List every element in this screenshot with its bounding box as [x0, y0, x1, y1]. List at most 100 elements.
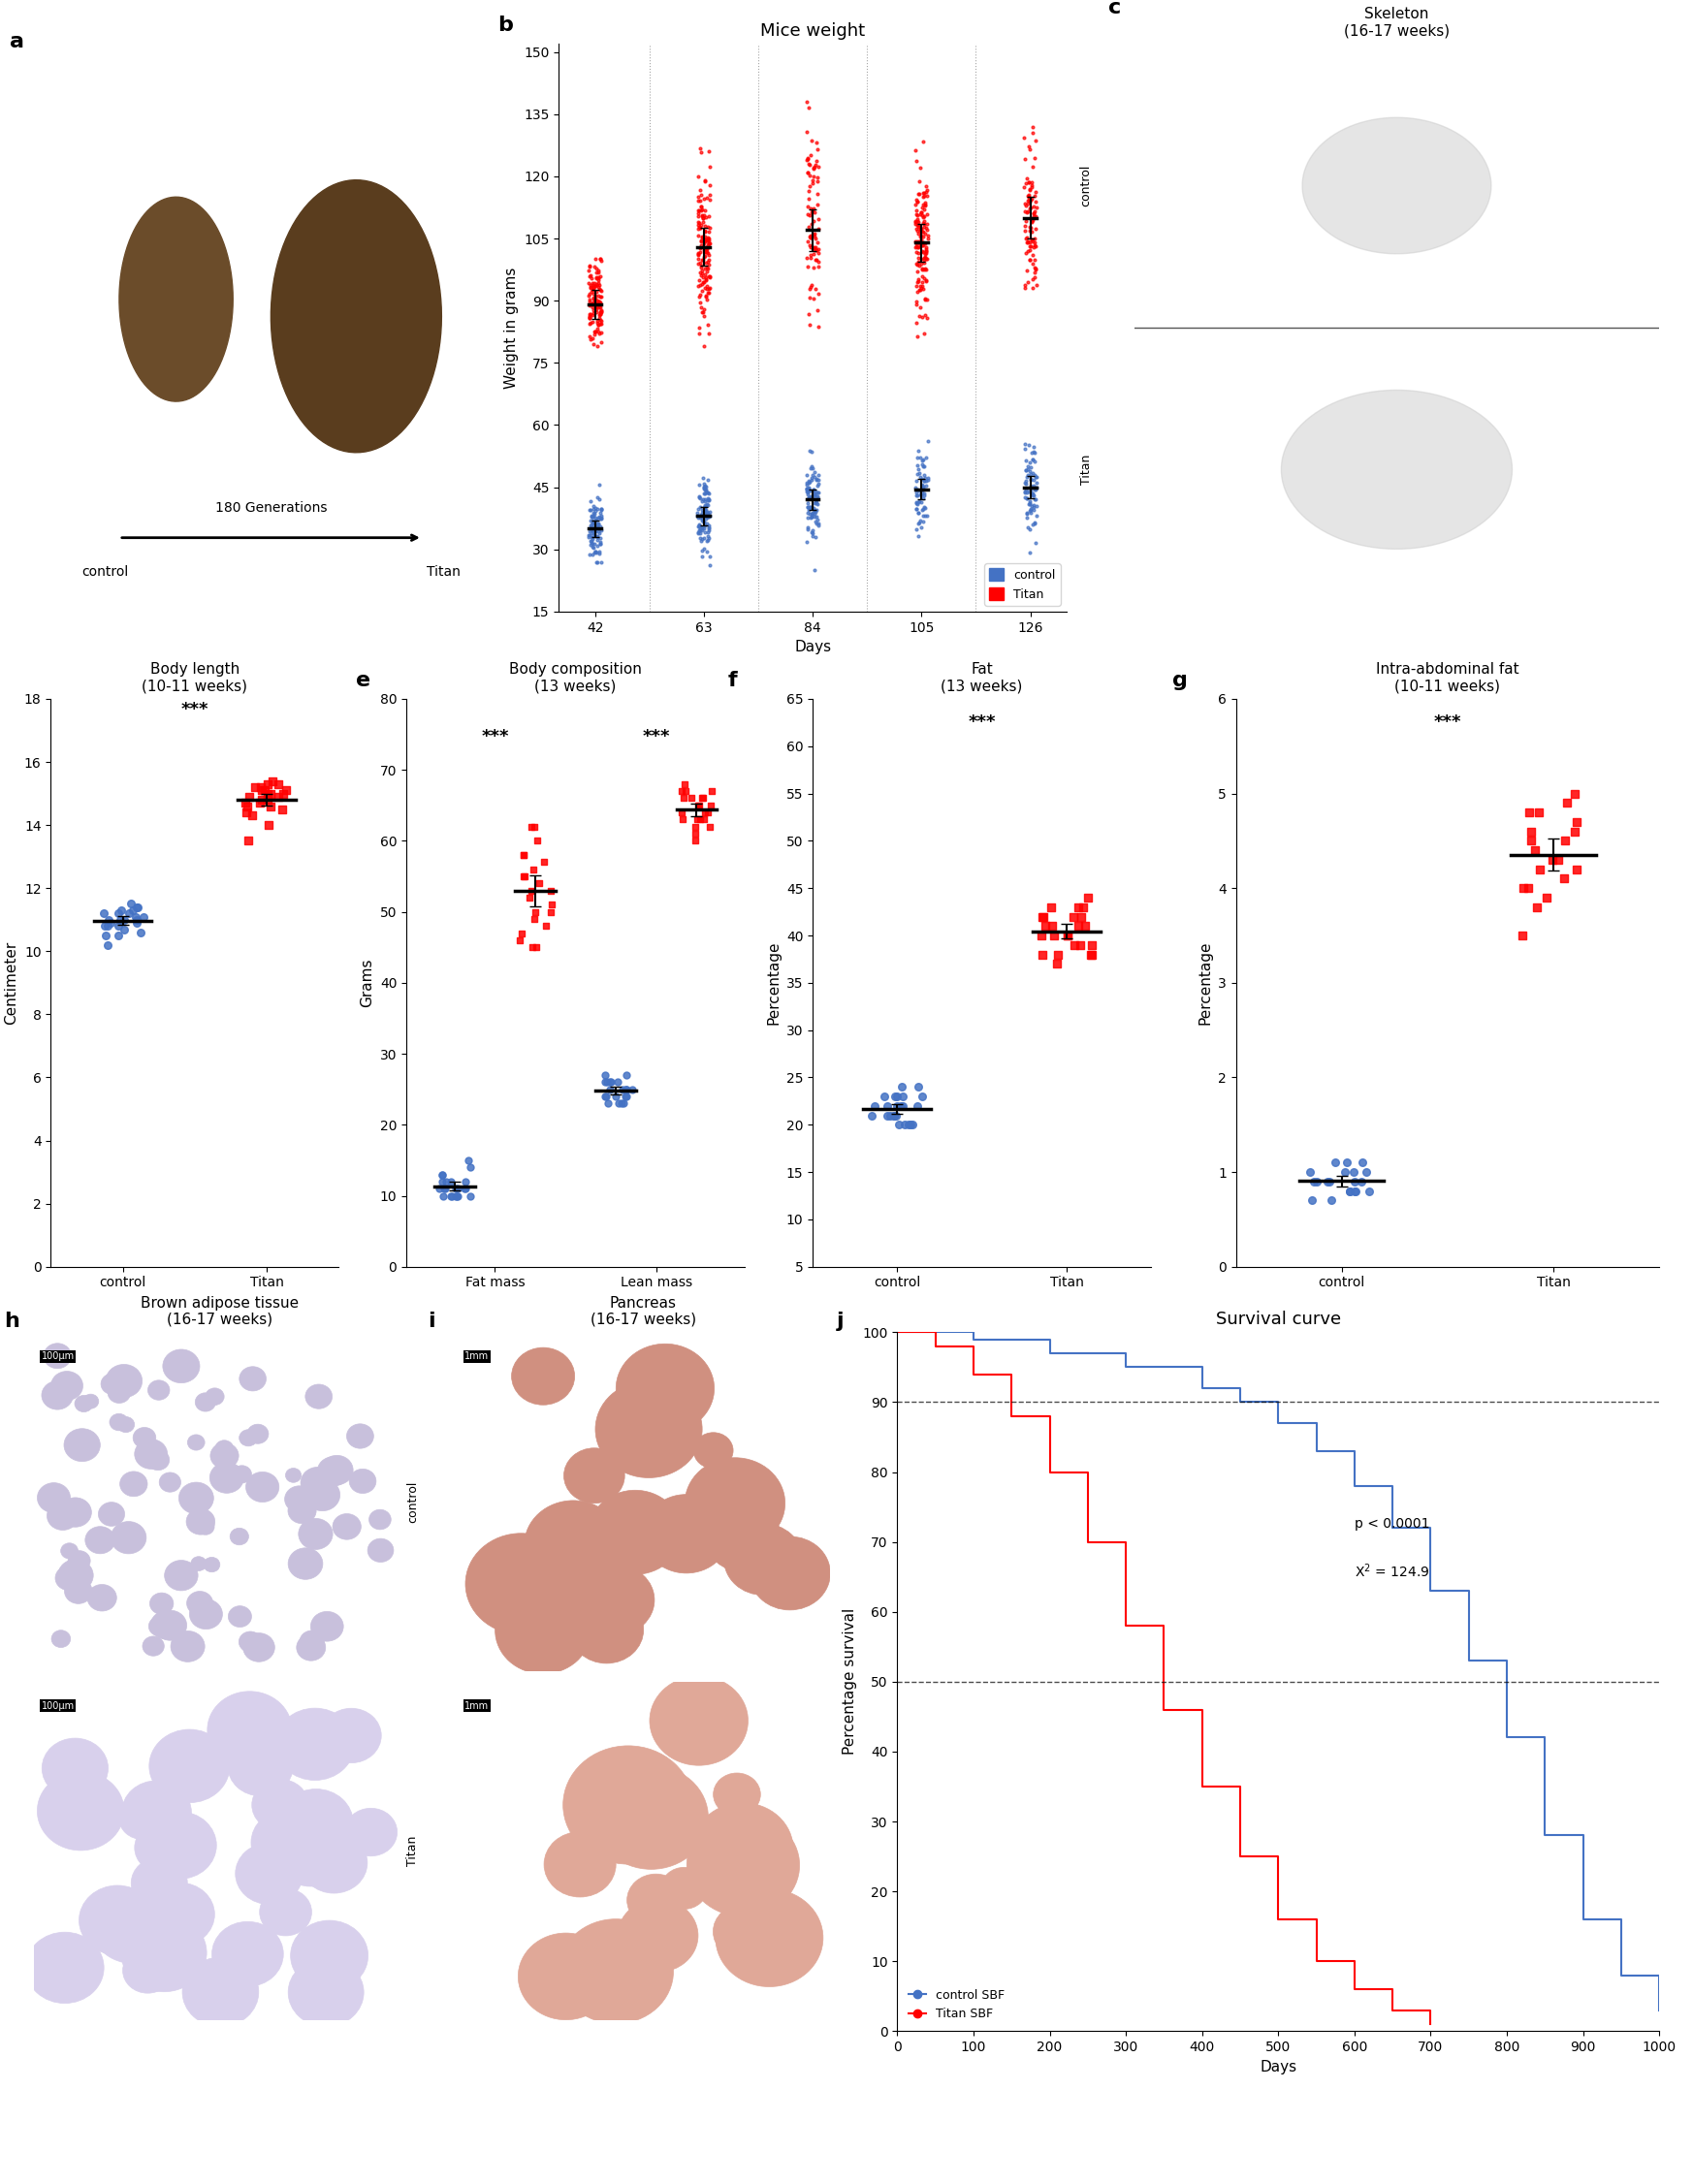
- Circle shape: [317, 1457, 350, 1485]
- Point: [518, 874, 545, 909]
- Point: [797, 266, 824, 301]
- Point: [797, 218, 824, 253]
- Y-axis label: Grams: Grams: [361, 959, 374, 1007]
- Point: [689, 496, 716, 531]
- Point: [909, 448, 936, 483]
- Point: [911, 218, 938, 253]
- Point: [913, 210, 940, 245]
- Point: [428, 1158, 455, 1192]
- Circle shape: [110, 1413, 129, 1431]
- Point: [909, 472, 936, 507]
- Point: [586, 297, 613, 332]
- Point: [907, 247, 935, 282]
- Point: [1011, 207, 1038, 242]
- Text: Titan: Titan: [406, 1837, 418, 1865]
- Text: p < 0.0001: p < 0.0001: [1354, 1518, 1429, 1531]
- Point: [911, 240, 938, 275]
- Point: [691, 192, 718, 227]
- Point: [687, 498, 714, 533]
- Point: [124, 889, 151, 924]
- Point: [93, 917, 120, 952]
- Point: [579, 286, 606, 321]
- Circle shape: [142, 1811, 217, 1878]
- Point: [1021, 227, 1048, 262]
- Point: [1016, 487, 1043, 522]
- Point: [256, 808, 283, 843]
- Point: [904, 223, 931, 258]
- Point: [579, 520, 606, 555]
- Circle shape: [105, 1365, 142, 1398]
- Point: [691, 328, 718, 363]
- Point: [906, 210, 933, 245]
- Point: [584, 520, 611, 555]
- Point: [687, 489, 714, 524]
- Point: [1023, 253, 1050, 288]
- Point: [907, 214, 935, 249]
- Point: [576, 284, 603, 319]
- Point: [1023, 465, 1050, 500]
- Point: [804, 212, 831, 247]
- Point: [802, 494, 830, 529]
- Point: [511, 839, 538, 874]
- Point: [692, 280, 720, 314]
- Point: [506, 922, 533, 957]
- Point: [689, 522, 716, 557]
- Point: [696, 494, 723, 529]
- Point: [687, 256, 714, 290]
- Point: [1011, 142, 1038, 177]
- Point: [577, 524, 604, 559]
- Point: [1055, 917, 1082, 952]
- Point: [684, 509, 711, 544]
- Point: [906, 290, 933, 325]
- Point: [1014, 225, 1041, 260]
- control SBF: [1381, 1516, 1402, 1542]
- Point: [689, 266, 716, 301]
- Point: [582, 494, 609, 529]
- Circle shape: [252, 1780, 308, 1830]
- Circle shape: [239, 1631, 262, 1653]
- Point: [682, 823, 709, 858]
- Point: [584, 522, 611, 557]
- Point: [576, 518, 603, 553]
- Text: Titan: Titan: [1080, 454, 1092, 485]
- Point: [904, 518, 931, 553]
- Point: [913, 175, 940, 210]
- Point: [1012, 480, 1040, 515]
- Point: [914, 424, 941, 459]
- Point: [689, 205, 716, 240]
- Circle shape: [215, 1463, 235, 1481]
- Point: [906, 273, 933, 308]
- Point: [442, 1171, 469, 1206]
- Point: [1017, 223, 1045, 258]
- Point: [689, 199, 716, 234]
- Point: [694, 247, 721, 282]
- Circle shape: [110, 1522, 146, 1553]
- Polygon shape: [119, 197, 234, 402]
- Point: [692, 199, 720, 234]
- Point: [1014, 183, 1041, 218]
- Point: [586, 295, 613, 330]
- Point: [911, 282, 938, 317]
- Title: Mice weight: Mice weight: [760, 22, 865, 39]
- Point: [794, 155, 821, 190]
- Point: [691, 476, 718, 511]
- Point: [904, 203, 931, 238]
- Point: [587, 524, 615, 559]
- Point: [1021, 507, 1048, 542]
- Point: [581, 249, 608, 284]
- Point: [689, 192, 716, 227]
- Point: [904, 478, 931, 513]
- Point: [696, 498, 723, 533]
- Point: [1017, 463, 1045, 498]
- Point: [577, 297, 604, 332]
- Point: [904, 487, 931, 522]
- Point: [802, 485, 830, 520]
- Point: [1016, 133, 1043, 168]
- Point: [694, 271, 721, 306]
- Point: [586, 301, 613, 336]
- Point: [692, 223, 720, 258]
- Point: [1078, 937, 1106, 972]
- Point: [582, 513, 609, 548]
- Circle shape: [518, 1933, 613, 2020]
- Point: [796, 480, 823, 515]
